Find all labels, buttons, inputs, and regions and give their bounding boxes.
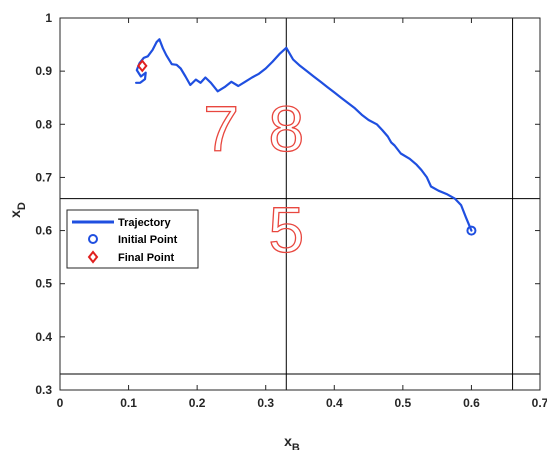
svg-text:xB: xB [284,433,300,450]
y-tick-label: 0.4 [35,330,52,344]
y-tick-label: 0.3 [35,383,52,397]
series-layer [135,38,477,236]
x-axis-label-subscript: B [292,442,300,450]
legend-final-point-label: Final Point [118,252,175,264]
region-label-8: 8 [268,93,304,165]
x-tick-label: 0.3 [257,396,274,410]
y-tick-label: 0.9 [35,64,52,78]
initial-point-marker [466,225,477,236]
region-boundaries [60,18,540,390]
y-axis-label-subscript: D [16,202,28,210]
legend-final-point-swatch [87,250,99,264]
y-tick-label: 0.7 [35,170,52,184]
axis-ticks: 0 0.1 0.2 0.3 0.4 0.5 0.6 0.7 0.3 0.4 0.5 0.6 0.7 0.8… [35,11,547,410]
legend-trajectory-label: Trajectory [118,217,171,229]
legend-initial-point-swatch [88,234,98,244]
final-point-marker [137,59,148,73]
region-labels: 7 8 5 [203,92,305,266]
x-tick-label: 0.7 [532,396,547,410]
x-axis-label-main: x [284,433,292,449]
y-tick-label: 0.6 [35,224,52,238]
x-tick-label: 0 [57,396,64,410]
legend: Trajectory Initial Point Final Point [66,209,199,269]
x-tick-label: 0.5 [395,396,412,410]
x-tick-label: 0.4 [326,396,343,410]
y-axis-label: xD [7,202,28,218]
y-tick-label: 0.8 [35,117,52,131]
y-tick-label: 0.5 [35,277,52,291]
series-line-trajectory [135,38,473,232]
legend-initial-point-label: Initial Point [118,234,178,246]
x-axis-label: xB [284,433,300,450]
region-label-5: 5 [268,194,304,266]
x-tick-label: 0.2 [189,396,206,410]
x-tick-label: 0.6 [463,396,480,410]
y-axis-label-main: x [7,210,23,218]
plot-frame [59,17,541,391]
region-label-7: 7 [203,93,239,165]
x-tick-label: 0.1 [120,396,137,410]
y-tick-label: 1 [45,11,52,25]
svg-text:xD: xD [7,202,28,218]
